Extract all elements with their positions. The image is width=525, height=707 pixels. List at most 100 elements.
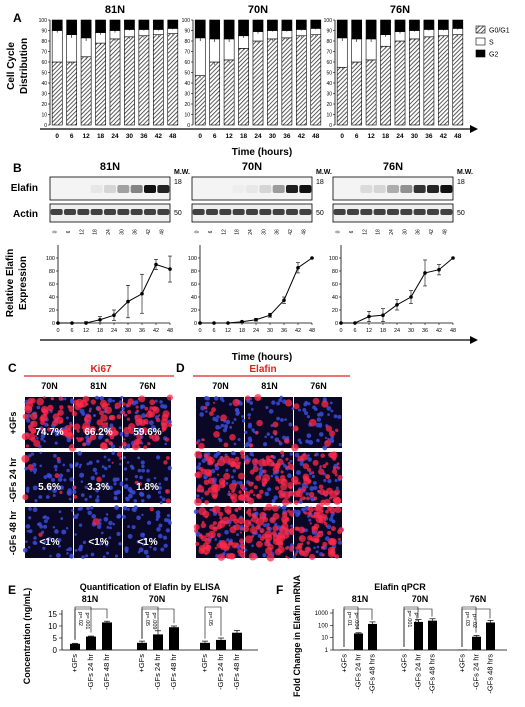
c-micrograph-stain: [58, 396, 63, 401]
d-micrograph-stain: [332, 452, 337, 457]
c-micrograph-stain: [54, 473, 60, 479]
d-micrograph-stain: [255, 475, 262, 482]
d-micrograph-nucleus: [316, 438, 320, 443]
d-micrograph-stain: [317, 530, 324, 538]
c-micrograph-nucleus: [52, 429, 56, 433]
c-micrograph-nucleus: [87, 510, 92, 516]
c-micrograph-stain: [146, 411, 153, 418]
d-micrograph-stain: [232, 398, 240, 407]
c-micrograph-stain: [51, 420, 58, 427]
c-micrograph-stain: [165, 455, 170, 460]
d-micrograph-stain: [325, 509, 329, 514]
c-micrograph-nucleus: [129, 464, 134, 469]
c-micrograph-nucleus: [105, 482, 109, 486]
c-micrograph-nucleus: [155, 517, 159, 522]
c-micrograph-stain: [123, 426, 131, 435]
d-micrograph-stain: [203, 405, 208, 410]
b-xtick-label: 30: [267, 328, 273, 334]
d-micrograph-nucleus: [266, 522, 270, 527]
a-ylabel-line2: Distribution: [19, 38, 30, 94]
c-micrograph-nucleus: [137, 456, 141, 460]
c-micrograph-nucleus: [57, 477, 63, 482]
d-micrograph-nucleus: [322, 397, 327, 402]
c-micrograph-nucleus: [113, 482, 117, 486]
d-micrograph-nucleus: [229, 425, 233, 429]
f-ytick-label: 1000: [315, 611, 329, 617]
d-micrograph-nucleus: [308, 518, 312, 522]
a-xtick-label: 12: [367, 133, 375, 140]
a-bar-G0/G1: [223, 59, 235, 126]
b-lane-label: 42: [429, 229, 435, 235]
d-micrograph-stain: [313, 454, 317, 457]
c-micrograph-nucleus: [72, 514, 78, 519]
c-micrograph-nucleus: [44, 519, 48, 524]
e-sig-bracket: [204, 606, 222, 639]
c-micrograph-stain: [105, 422, 109, 425]
d-micrograph-stain: [267, 544, 274, 551]
c-ki67-percent: <1%: [88, 537, 108, 548]
c-micrograph-stain: [151, 405, 158, 412]
d-micrograph-nucleus: [305, 485, 309, 489]
b-actin-band: [90, 209, 103, 215]
f-bar: [354, 633, 363, 650]
c-micrograph-nucleus: [69, 554, 74, 559]
d-micrograph-stain: [322, 464, 327, 469]
d-micrograph-stain: [228, 524, 231, 527]
d-micrograph-nucleus: [327, 478, 332, 484]
b-actin-band: [259, 209, 272, 215]
a-time-axis-arrowhead: [470, 125, 478, 133]
d-micrograph-stain: [336, 466, 341, 470]
d-micrograph-stain: [287, 463, 294, 470]
d-micrograph-stain: [278, 440, 281, 443]
b-lane-label: 0: [336, 230, 342, 233]
c-micrograph-stain: [82, 442, 87, 447]
b-xtick-label: 24: [111, 328, 117, 334]
b-lane-label: 12: [221, 229, 227, 235]
d-micrograph-stain: [321, 553, 325, 557]
c-micrograph-stain: [41, 408, 47, 414]
c-micrograph-nucleus: [146, 469, 150, 473]
c-micrograph-nucleus: [127, 487, 133, 492]
d-micrograph-nucleus: [322, 445, 328, 451]
d-micrograph-stain: [217, 553, 226, 561]
e-bar: [70, 643, 80, 650]
c-micrograph-nucleus: [58, 510, 62, 514]
b-mw-18: 18: [457, 179, 465, 186]
d-micrograph-stain: [298, 535, 306, 543]
d-micrograph-nucleus: [271, 499, 276, 504]
d-micrograph-stain: [251, 458, 259, 466]
c-micrograph-stain: [109, 414, 116, 421]
d-micrograph-stain: [256, 419, 263, 427]
c-micrograph-stain: [116, 451, 122, 457]
c-micrograph-stain: [167, 422, 173, 428]
d-micrograph-stain: [312, 459, 319, 466]
d-micrograph-nucleus: [330, 409, 334, 413]
c-micrograph-stain: [138, 482, 143, 486]
a-ytick-label: 30: [184, 92, 190, 98]
e-ytick-label: 0: [53, 646, 58, 655]
a-ytick-label: 60: [184, 60, 190, 66]
a-bar-G0/G1: [437, 35, 449, 126]
d-micrograph-stain: [297, 481, 301, 485]
c-micrograph-stain: [73, 494, 78, 499]
b-ylabel-line2: Expression: [18, 256, 29, 310]
c-micrograph-nucleus: [118, 426, 122, 430]
d-micrograph-nucleus: [241, 418, 246, 423]
a-bar-G2: [295, 19, 307, 30]
c-micrograph-nucleus: [126, 461, 130, 464]
f-ytick-label: 10: [321, 636, 328, 642]
d-micrograph-stain: [302, 463, 309, 470]
b-elafin-band: [360, 185, 373, 193]
b-title-70N: 70N: [242, 161, 262, 173]
b-mw-18: 18: [316, 179, 324, 186]
c-micrograph-stain: [24, 405, 30, 410]
b-ylabel-line1: Relative Elafin: [5, 249, 16, 317]
e-xtick-label: +GFs: [70, 654, 79, 673]
d-micrograph-stain: [307, 479, 312, 484]
a-ytick-label: 90: [184, 29, 190, 35]
d-micrograph-stain: [261, 533, 267, 539]
c-micrograph-nucleus: [52, 493, 56, 497]
d-micrograph-nucleus: [214, 538, 218, 541]
c-micrograph-nucleus: [112, 477, 118, 483]
f-pvalue: p=.01: [346, 612, 352, 626]
